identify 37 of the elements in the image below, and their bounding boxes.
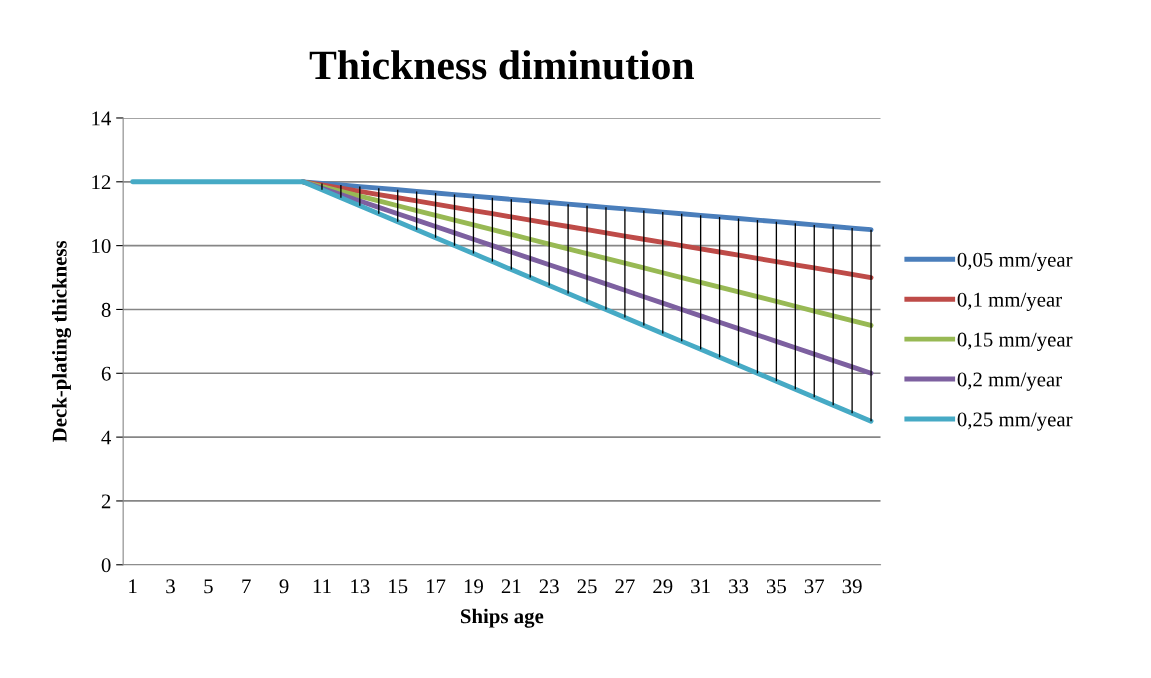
y-tick-label: 4: [101, 430, 112, 445]
x-tick-label: 9: [279, 579, 289, 594]
x-tick-label: 15: [389, 579, 408, 594]
x-tick-label: 17: [426, 579, 446, 594]
legend-label: 0,2 mm/year: [957, 372, 1062, 391]
y-tick-label: 12: [92, 175, 111, 190]
x-tick-label: 39: [842, 579, 862, 594]
x-tick-label: 29: [653, 579, 673, 594]
x-tick-label: 11: [313, 579, 331, 594]
x-tick-label: 5: [204, 579, 213, 594]
legend-label: 0,05 mm/year: [957, 252, 1073, 272]
x-tick-label: 37: [804, 579, 825, 594]
x-tick-label: 33: [729, 579, 749, 594]
y-tick-label: 0: [101, 558, 111, 573]
y-tick-label: 8: [101, 302, 111, 317]
y-tick-label: 6: [101, 366, 111, 381]
y-tick-label: 2: [101, 494, 111, 509]
x-tick-label: 1: [129, 579, 137, 594]
x-tick-label: 7: [242, 579, 251, 594]
x-tick-label: 35: [766, 579, 786, 594]
x-tick-label: 21: [501, 579, 521, 594]
y-axis-title: Deck-plating thickness: [52, 240, 72, 442]
y-tick-label: 14: [92, 111, 112, 126]
x-tick-label: 13: [351, 579, 370, 594]
line-series: [130, 179, 874, 424]
x-tick-label: 3: [166, 579, 175, 594]
x-tick-label: 19: [464, 579, 483, 594]
x-tick-label: 23: [539, 579, 559, 594]
y-tick-label: 10: [92, 239, 111, 254]
legend-label: 0,25 mm/year: [957, 412, 1073, 431]
x-tick-label: 27: [615, 579, 635, 594]
legend-label: 0,1 mm/year: [957, 292, 1062, 311]
chart-title: Thickness diminution: [309, 50, 694, 80]
legend-label: 0,15 mm/year: [957, 332, 1073, 351]
x-axis-title: Ships age: [460, 608, 544, 628]
x-tick-label: 25: [577, 579, 597, 594]
x-tick-label: 31: [691, 579, 710, 594]
